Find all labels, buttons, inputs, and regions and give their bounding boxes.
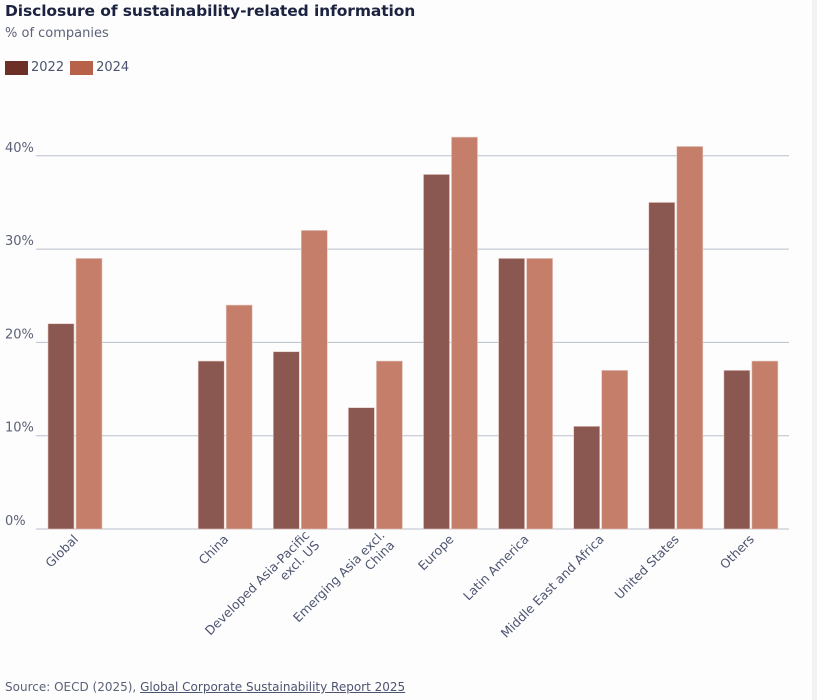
bar-2024-global[interactable] <box>75 258 103 530</box>
bar-2022-emerging-asia-excl-china[interactable] <box>348 407 375 530</box>
bar-2024-others[interactable] <box>751 360 779 530</box>
y-tick-label: 40% <box>5 141 34 156</box>
bar-2022-developed-asia-pacific-excl-us[interactable] <box>272 351 300 530</box>
x-tick-label: Europe <box>415 531 457 573</box>
chart-subtitle: % of companies <box>5 26 109 41</box>
legend: 2022 2024 <box>5 60 135 75</box>
legend-label-2022: 2022 <box>31 60 65 75</box>
bars <box>47 136 779 530</box>
y-axis-ticks: 0% 10% 20% 30% 40% <box>5 141 34 529</box>
legend-label-2024: 2024 <box>96 60 130 75</box>
bar-2024-emerging-asia-excl-china[interactable] <box>376 360 403 530</box>
chart-title: Disclosure of sustainability-related inf… <box>5 2 416 20</box>
bar-2022-others[interactable] <box>723 370 751 530</box>
bar-2022-middle-east-and-africa[interactable] <box>573 426 601 530</box>
legend-swatch-2024 <box>70 60 94 75</box>
y-tick-label: 0% <box>5 514 26 529</box>
bar-2022-latin-america[interactable] <box>498 258 525 530</box>
bar-2024-middle-east-and-africa[interactable] <box>601 370 629 530</box>
bar-2022-global[interactable] <box>47 323 75 530</box>
x-tick-label: China <box>195 532 231 568</box>
x-tick-label: Others <box>717 532 757 572</box>
bar-2024-china[interactable] <box>225 304 253 530</box>
y-tick-label: 20% <box>5 327 34 342</box>
source-note: Source: OECD (2025), Global Corporate Su… <box>5 680 405 694</box>
legend-item-2022[interactable]: 2022 <box>5 60 64 75</box>
bar-2024-europe[interactable] <box>451 136 478 530</box>
bar-2024-developed-asia-pacific-excl-us[interactable] <box>300 230 328 530</box>
source-link[interactable]: Global Corporate Sustainability Report 2… <box>140 680 406 694</box>
scrollbar[interactable] <box>812 0 817 700</box>
bar-2024-latin-america[interactable] <box>526 258 553 530</box>
legend-swatch-2022 <box>5 60 28 75</box>
bar-2022-united-states[interactable] <box>648 202 676 530</box>
legend-item-2024[interactable]: 2024 <box>70 60 129 75</box>
x-tick-label: United States <box>611 532 681 602</box>
source-prefix: Source: OECD (2025), <box>5 680 141 694</box>
y-tick-label: 10% <box>5 421 34 436</box>
gridlines <box>36 155 789 530</box>
bar-2022-china[interactable] <box>197 360 225 530</box>
bar-2024-united-states[interactable] <box>676 146 704 530</box>
x-tick-label: Global <box>42 532 81 571</box>
bar-2022-europe[interactable] <box>423 174 450 530</box>
y-tick-label: 30% <box>5 234 34 249</box>
x-tick-label: Latin America <box>460 532 532 604</box>
